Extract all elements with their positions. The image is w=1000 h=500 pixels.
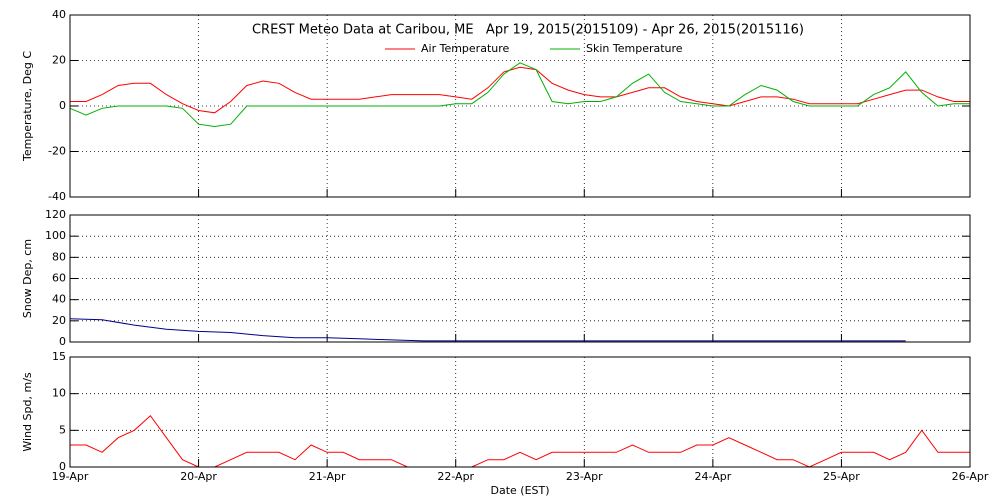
y-tick-label: 120: [45, 208, 66, 221]
plot-frame: [69, 356, 971, 468]
y-axis-label: Snow Dep, cm: [21, 239, 34, 318]
x-tick-label: 26-Apr: [952, 470, 989, 483]
data-line: [69, 318, 906, 342]
y-tick-label: 80: [52, 250, 66, 263]
y-tick-label: 0: [59, 335, 66, 348]
y-axis-label: Wind Spd, m/s: [21, 372, 34, 452]
x-axis-label: Date (EST): [490, 484, 549, 497]
y-tick-label: -20: [48, 145, 66, 158]
y-tick-label: 10: [52, 387, 66, 400]
y-tick-label: 20: [52, 54, 66, 67]
x-tick-label: 19-Apr: [52, 470, 89, 483]
x-tick-label: 21-Apr: [309, 470, 346, 483]
y-tick-label: 15: [52, 350, 66, 363]
x-tick-label: 24-Apr: [694, 470, 731, 483]
plot-frame: [69, 214, 971, 343]
legend-label: Skin Temperature: [586, 42, 683, 55]
y-tick-label: 0: [59, 460, 66, 473]
y-axis-label: Temperature, Deg C: [21, 51, 34, 162]
x-tick-label: 20-Apr: [180, 470, 217, 483]
y-tick-label: 60: [52, 272, 66, 285]
y-tick-label: 0: [59, 99, 66, 112]
plot-frame: [69, 14, 971, 198]
data-line: [69, 62, 970, 128]
y-tick-label: 40: [52, 293, 66, 306]
chart-title: CREST Meteo Data at Caribou, ME Apr 19, …: [252, 23, 804, 38]
x-tick-label: 25-Apr: [823, 470, 860, 483]
y-tick-label: 20: [52, 314, 66, 327]
y-tick-label: 100: [45, 229, 66, 242]
x-tick-label: 23-Apr: [566, 470, 603, 483]
y-tick-label: 5: [59, 423, 66, 436]
y-tick-label: 40: [52, 8, 66, 21]
data-line: [70, 414, 970, 468]
x-tick-label: 22-Apr: [437, 470, 474, 483]
legend-label: Air Temperature: [421, 42, 510, 55]
y-tick-label: -40: [48, 190, 66, 203]
data-line: [70, 66, 970, 114]
